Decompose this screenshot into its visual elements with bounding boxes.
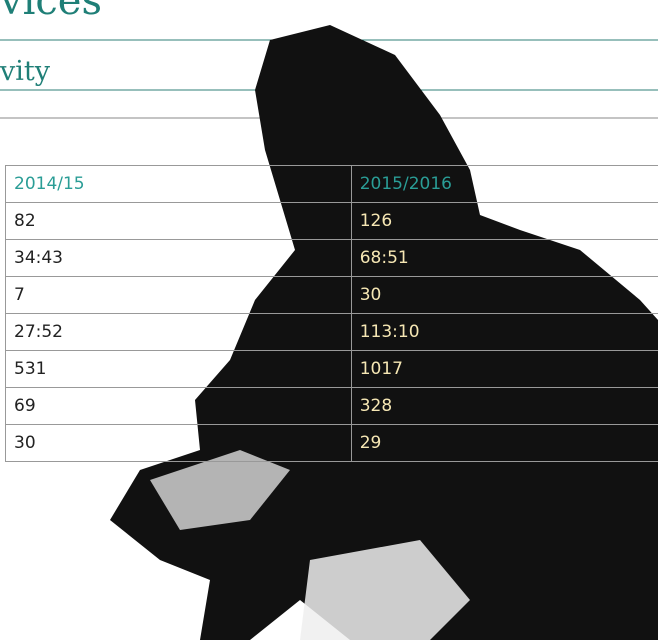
- cell: 34:43: [6, 240, 352, 277]
- subtitle: vity: [0, 56, 50, 87]
- cell: 2014/15: [6, 166, 352, 203]
- title: vices: [0, 0, 102, 24]
- cell: 68:51: [351, 240, 658, 277]
- cell: 113:10: [351, 314, 658, 351]
- cell: 1017: [351, 351, 658, 388]
- cell: 30: [351, 277, 658, 314]
- cell: 69: [6, 388, 352, 425]
- cell: 29: [351, 425, 658, 462]
- cell: 328: [351, 388, 658, 425]
- cell: 2015/2016: [351, 166, 658, 203]
- cell: 30: [6, 425, 352, 462]
- page: vices vity 2014/152015/20168212634:4368:…: [0, 0, 658, 640]
- cell: 82: [6, 203, 352, 240]
- cell: 126: [351, 203, 658, 240]
- cell: 531: [6, 351, 352, 388]
- cell: 27:52: [6, 314, 352, 351]
- cell: 7: [6, 277, 352, 314]
